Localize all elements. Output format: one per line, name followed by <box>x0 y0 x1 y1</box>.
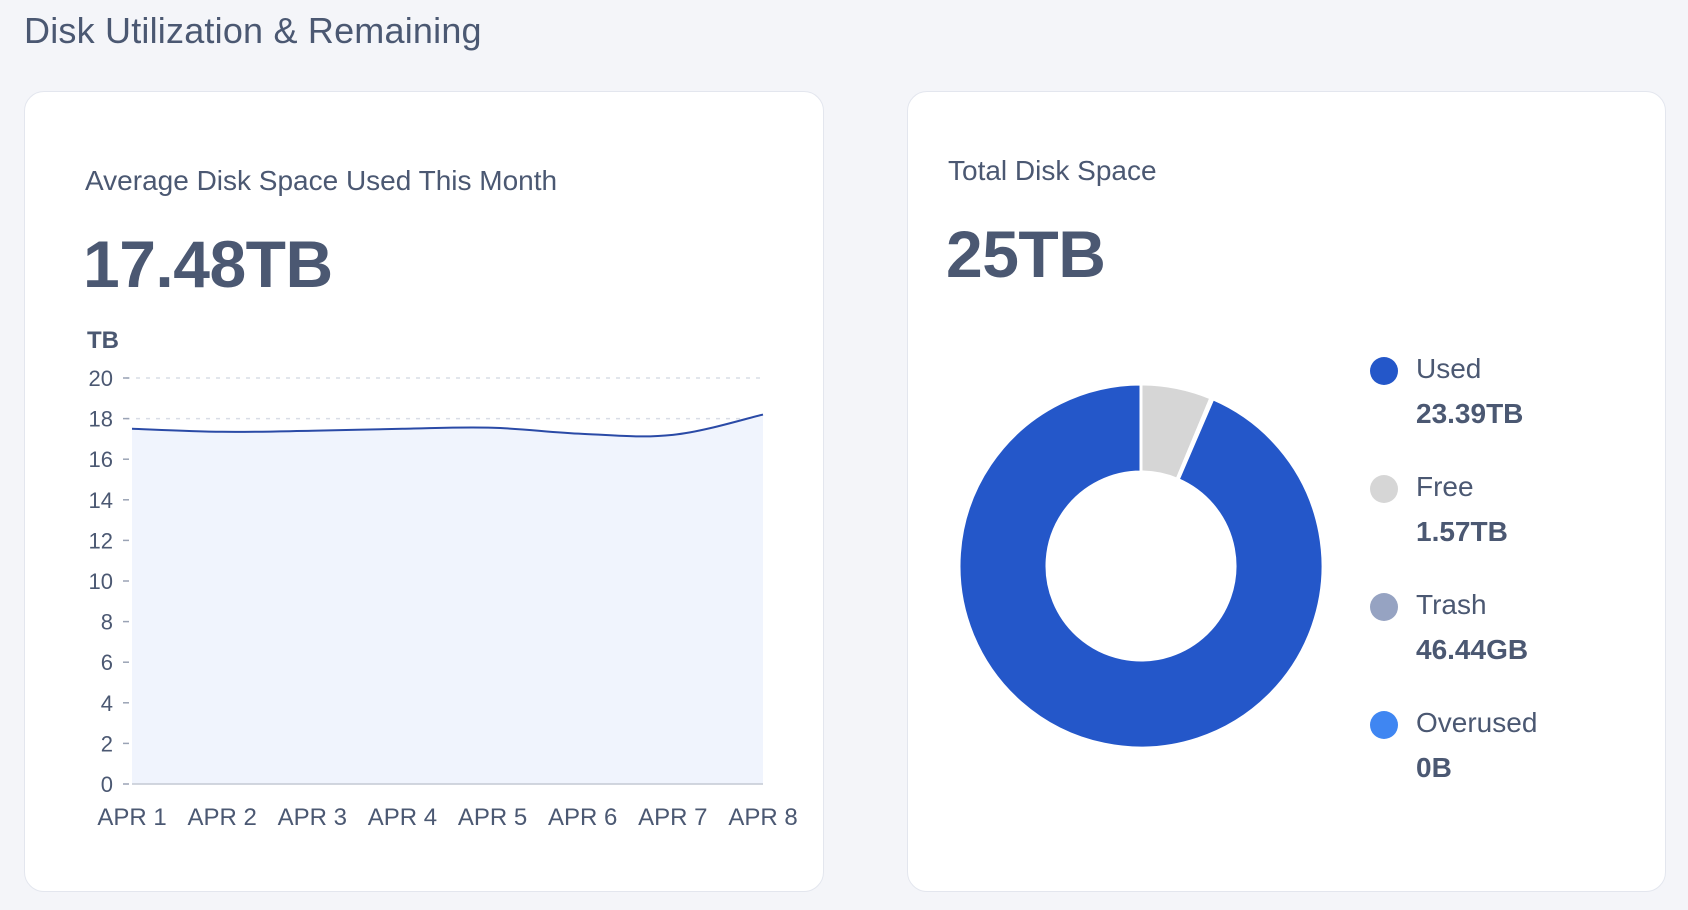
series-line <box>131 413 764 438</box>
legend-dot-used <box>1370 357 1398 385</box>
x-tick-label: APR 5 <box>458 804 527 831</box>
legend-value: 0B <box>1416 752 1452 783</box>
y-tick-label: 4 <box>101 691 113 716</box>
y-tick-label: 20 <box>89 366 113 391</box>
total-disk-value: 25TB <box>946 217 1106 291</box>
y-tick-label: 16 <box>89 447 113 472</box>
legend-label: Overused <box>1416 707 1538 738</box>
y-tick-label: 0 <box>101 772 113 797</box>
y-axis-label: TB <box>87 327 119 354</box>
y-tick-label: 14 <box>89 488 113 513</box>
legend-value: 46.44GB <box>1416 634 1529 665</box>
legend-dot-free <box>1370 475 1398 503</box>
page-title: Disk Utilization & Remaining <box>24 10 482 51</box>
area-fill <box>132 414 763 784</box>
y-tick-label: 6 <box>101 650 113 675</box>
y-tick-label: 8 <box>101 610 113 635</box>
x-tick-label: APR 1 <box>97 804 166 831</box>
legend-label: Used <box>1416 353 1482 384</box>
total-disk-label: Total Disk Space <box>948 155 1157 186</box>
average-disk-label: Average Disk Space Used This Month <box>85 165 558 196</box>
y-tick-label: 10 <box>89 569 113 594</box>
legend-value: 23.39TB <box>1416 398 1524 429</box>
y-tick-label: 2 <box>101 731 113 756</box>
legend-dot-trash <box>1370 593 1398 621</box>
legend-label: Trash <box>1416 589 1487 620</box>
average-disk-value: 17.48TB <box>83 227 333 301</box>
legend-value: 1.57TB <box>1416 516 1508 547</box>
legend-label: Free <box>1416 471 1474 502</box>
legend-dot-overused <box>1370 711 1398 739</box>
x-tick-label: APR 7 <box>638 804 707 831</box>
x-tick-label: APR 2 <box>187 804 256 831</box>
x-tick-label: APR 6 <box>548 804 617 831</box>
x-tick-label: APR 4 <box>368 804 437 831</box>
y-tick-label: 18 <box>89 407 113 432</box>
x-tick-label: APR 3 <box>278 804 347 831</box>
x-tick-label: APR 8 <box>728 804 797 831</box>
y-tick-label: 12 <box>89 528 113 553</box>
